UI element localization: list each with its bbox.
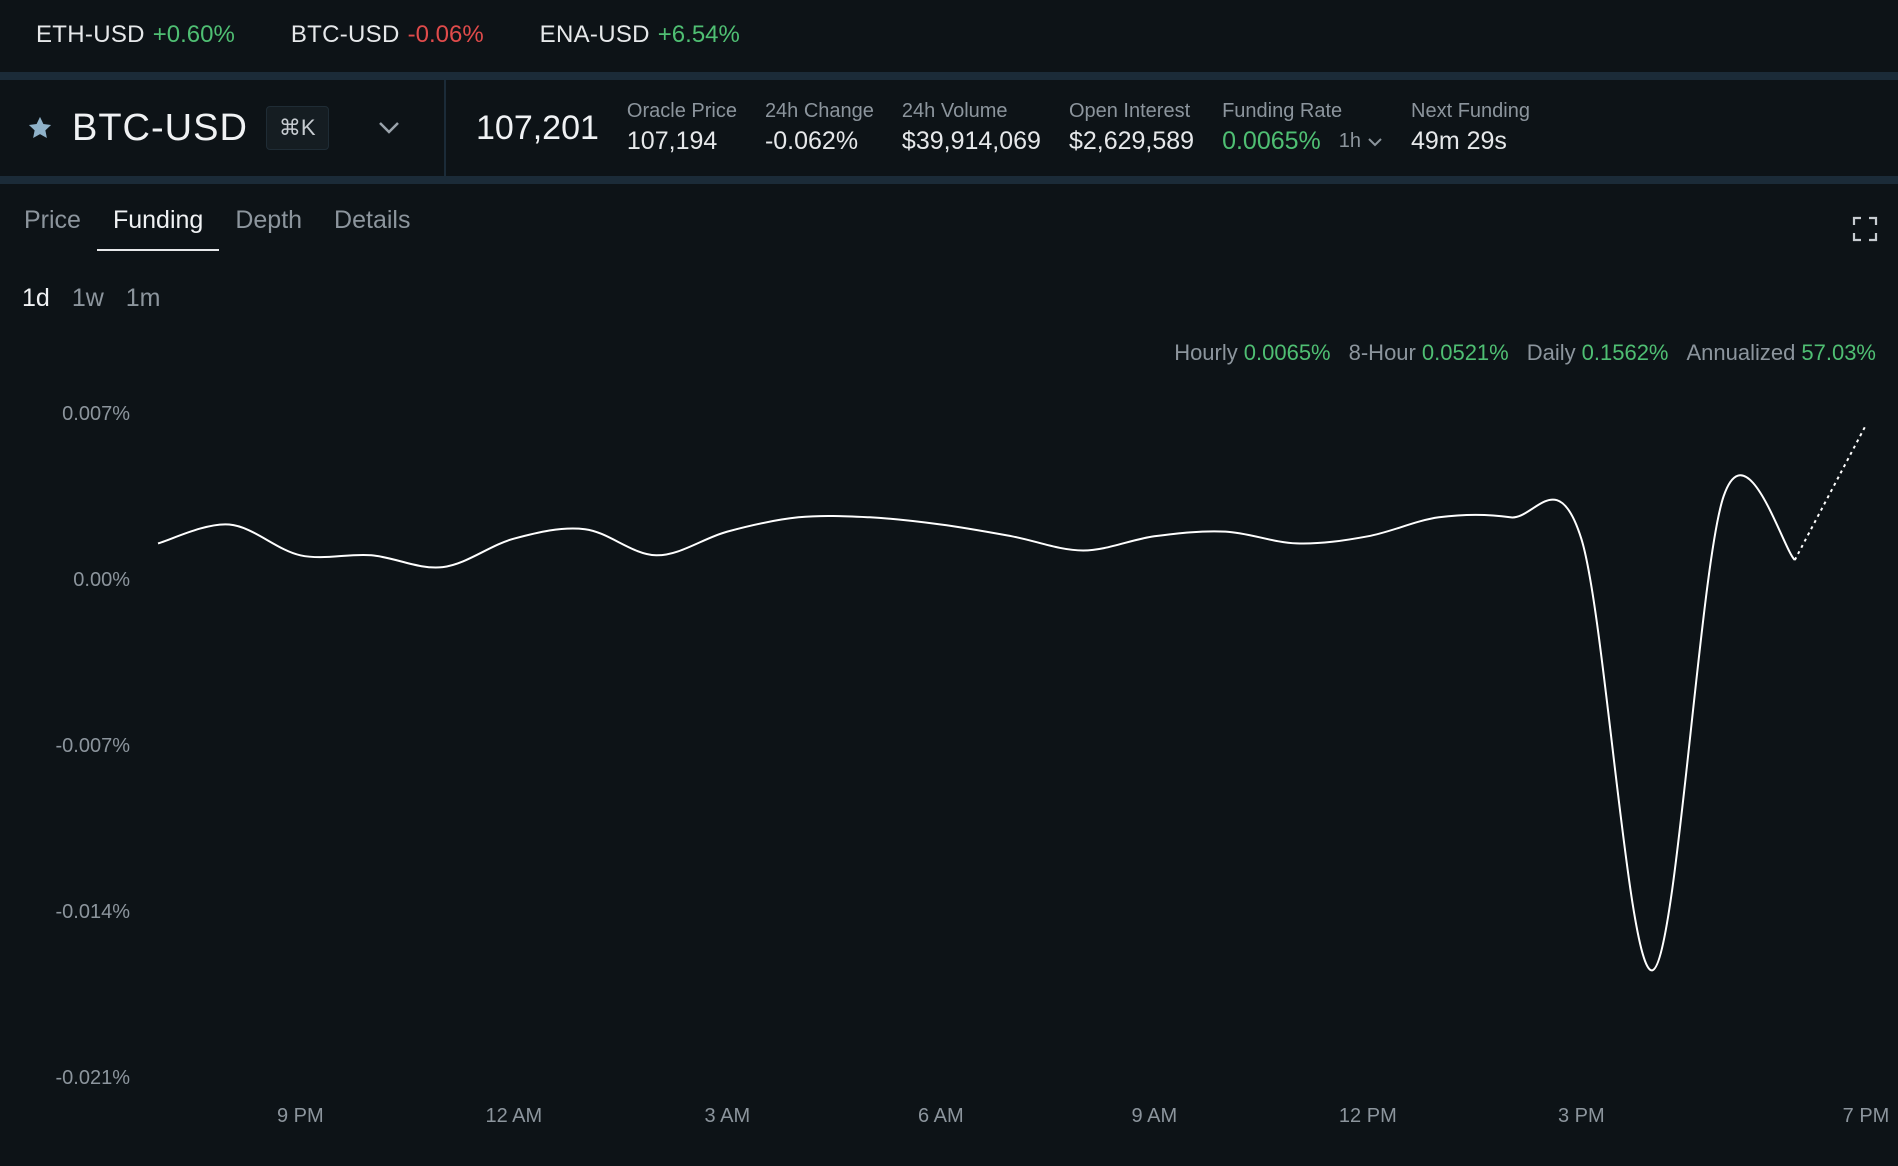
ticker-item-btc[interactable]: BTC-USD -0.06% [291, 21, 484, 49]
summary-label: Annualized [1686, 340, 1796, 365]
summary-daily: Daily 0.1562% [1527, 340, 1669, 366]
chevron-down-icon [1368, 137, 1382, 146]
expand-icon[interactable] [1852, 216, 1878, 242]
funding-rate-line [157, 474, 1796, 972]
stat-value: 49m 29s [1411, 127, 1507, 155]
chart-tabs: Price Funding Depth Details [24, 206, 442, 251]
y-tick-label: -0.007% [56, 735, 131, 757]
stat-label: 24h Change [764, 100, 874, 122]
star-icon[interactable] [26, 113, 56, 143]
tab-funding[interactable]: Funding [96, 206, 220, 251]
ticker-change: -0.06% [407, 21, 484, 48]
x-tick-label: 7 PM [1843, 1105, 1890, 1127]
range-1d[interactable]: 1d [22, 284, 50, 312]
ticker-symbol: ETH-USD [36, 21, 145, 48]
ticker-item-eth[interactable]: ETH-USD +0.60% [36, 21, 235, 49]
last-price: 107,201 [476, 108, 599, 147]
stat-value-row: 0.0065% 1h [1222, 127, 1383, 156]
ticker-item-ena[interactable]: ENA-USD +6.54% [540, 21, 740, 49]
stat-label: 24h Volume [901, 100, 1008, 122]
funding-rate-chart[interactable]: 0.007% 0.00% -0.007% -0.014% -0.021% 9 PM 12 A… [0, 380, 1898, 1166]
y-tick-label: 0.00% [73, 569, 130, 591]
stat-label: Next Funding [1411, 100, 1530, 122]
market-pair-name: BTC-USD [72, 106, 248, 149]
summary-label: Hourly [1174, 340, 1238, 365]
stat-funding-rate: Funding Rate 0.0065% 1h [1222, 100, 1383, 156]
stat-24h-volume: 24h Volume $39,914,069 [902, 100, 1041, 156]
summary-value: 0.0065% [1243, 340, 1331, 365]
stat-value: $39,914,069 [901, 127, 1041, 155]
funding-interval-value: 1h [1338, 130, 1362, 152]
chevron-down-icon[interactable] [377, 116, 401, 140]
summary-value: 57.03% [1801, 340, 1876, 365]
y-tick-label: -0.014% [56, 901, 131, 923]
x-tick-label: 12 AM [485, 1105, 542, 1127]
summary-label: 8-Hour [1348, 340, 1416, 365]
stat-value: $2,629,589 [1068, 127, 1195, 155]
range-1m[interactable]: 1m [125, 284, 161, 312]
stat-value: -0.062% [764, 127, 859, 155]
ticker-symbol: ENA-USD [539, 21, 650, 48]
stat-label: Open Interest [1068, 100, 1191, 122]
ticker-bar: ETH-USD +0.60% BTC-USD -0.06% ENA-USD +6… [0, 0, 1898, 70]
summary-annualized: Annualized 57.03% [1687, 340, 1877, 366]
summary-value: 0.0521% [1421, 340, 1509, 365]
projected-funding-line [1793, 424, 1867, 561]
x-tick-label: 6 AM [918, 1105, 964, 1127]
ticker-change: +6.54% [657, 21, 740, 48]
summary-value: 0.1562% [1581, 340, 1669, 365]
summary-hourly: Hourly 0.0065% [1174, 340, 1330, 366]
divider [0, 176, 1898, 184]
shortcut-badge: ⌘K [265, 106, 329, 150]
x-tick-label: 9 PM [277, 1105, 324, 1127]
divider [0, 72, 1898, 80]
stat-label: Oracle Price [626, 100, 737, 122]
summary-8-hour: 8-Hour 0.0521% [1349, 340, 1509, 366]
tab-details[interactable]: Details [334, 206, 411, 234]
stat-label: Funding Rate [1222, 100, 1343, 122]
funding-summary: Hourly 0.0065% 8-Hour 0.0521% Daily 0.1562%… [1156, 340, 1876, 366]
y-tick-label: 0.007% [62, 403, 130, 425]
funding-interval-select[interactable]: 1h [1339, 130, 1383, 153]
tab-price[interactable]: Price [24, 206, 81, 234]
x-tick-label: 3 PM [1558, 1105, 1605, 1127]
range-1w[interactable]: 1w [71, 284, 104, 312]
stat-oracle-price: Oracle Price 107,194 [627, 100, 737, 156]
stat-value: 107,194 [626, 127, 718, 155]
market-header: BTC-USD ⌘K 107,201 Oracle Price 107,194 … [0, 80, 1898, 176]
summary-label: Daily [1526, 340, 1576, 365]
ticker-symbol: BTC-USD [290, 21, 400, 48]
stat-open-interest: Open Interest $2,629,589 [1069, 100, 1194, 156]
range-selector: 1d 1w 1m [22, 284, 183, 313]
ticker-change: +0.60% [152, 21, 235, 48]
x-tick-label: 9 AM [1132, 1105, 1178, 1127]
tab-depth[interactable]: Depth [235, 206, 303, 234]
market-selector[interactable]: BTC-USD ⌘K [0, 80, 446, 176]
x-tick-label: 3 AM [705, 1105, 751, 1127]
stat-next-funding: Next Funding 49m 29s [1411, 100, 1530, 156]
stat-24h-change: 24h Change -0.062% [765, 100, 874, 156]
x-tick-label: 12 PM [1339, 1105, 1397, 1127]
y-tick-label: -0.021% [56, 1067, 131, 1089]
stat-value: 0.0065% [1222, 127, 1321, 155]
